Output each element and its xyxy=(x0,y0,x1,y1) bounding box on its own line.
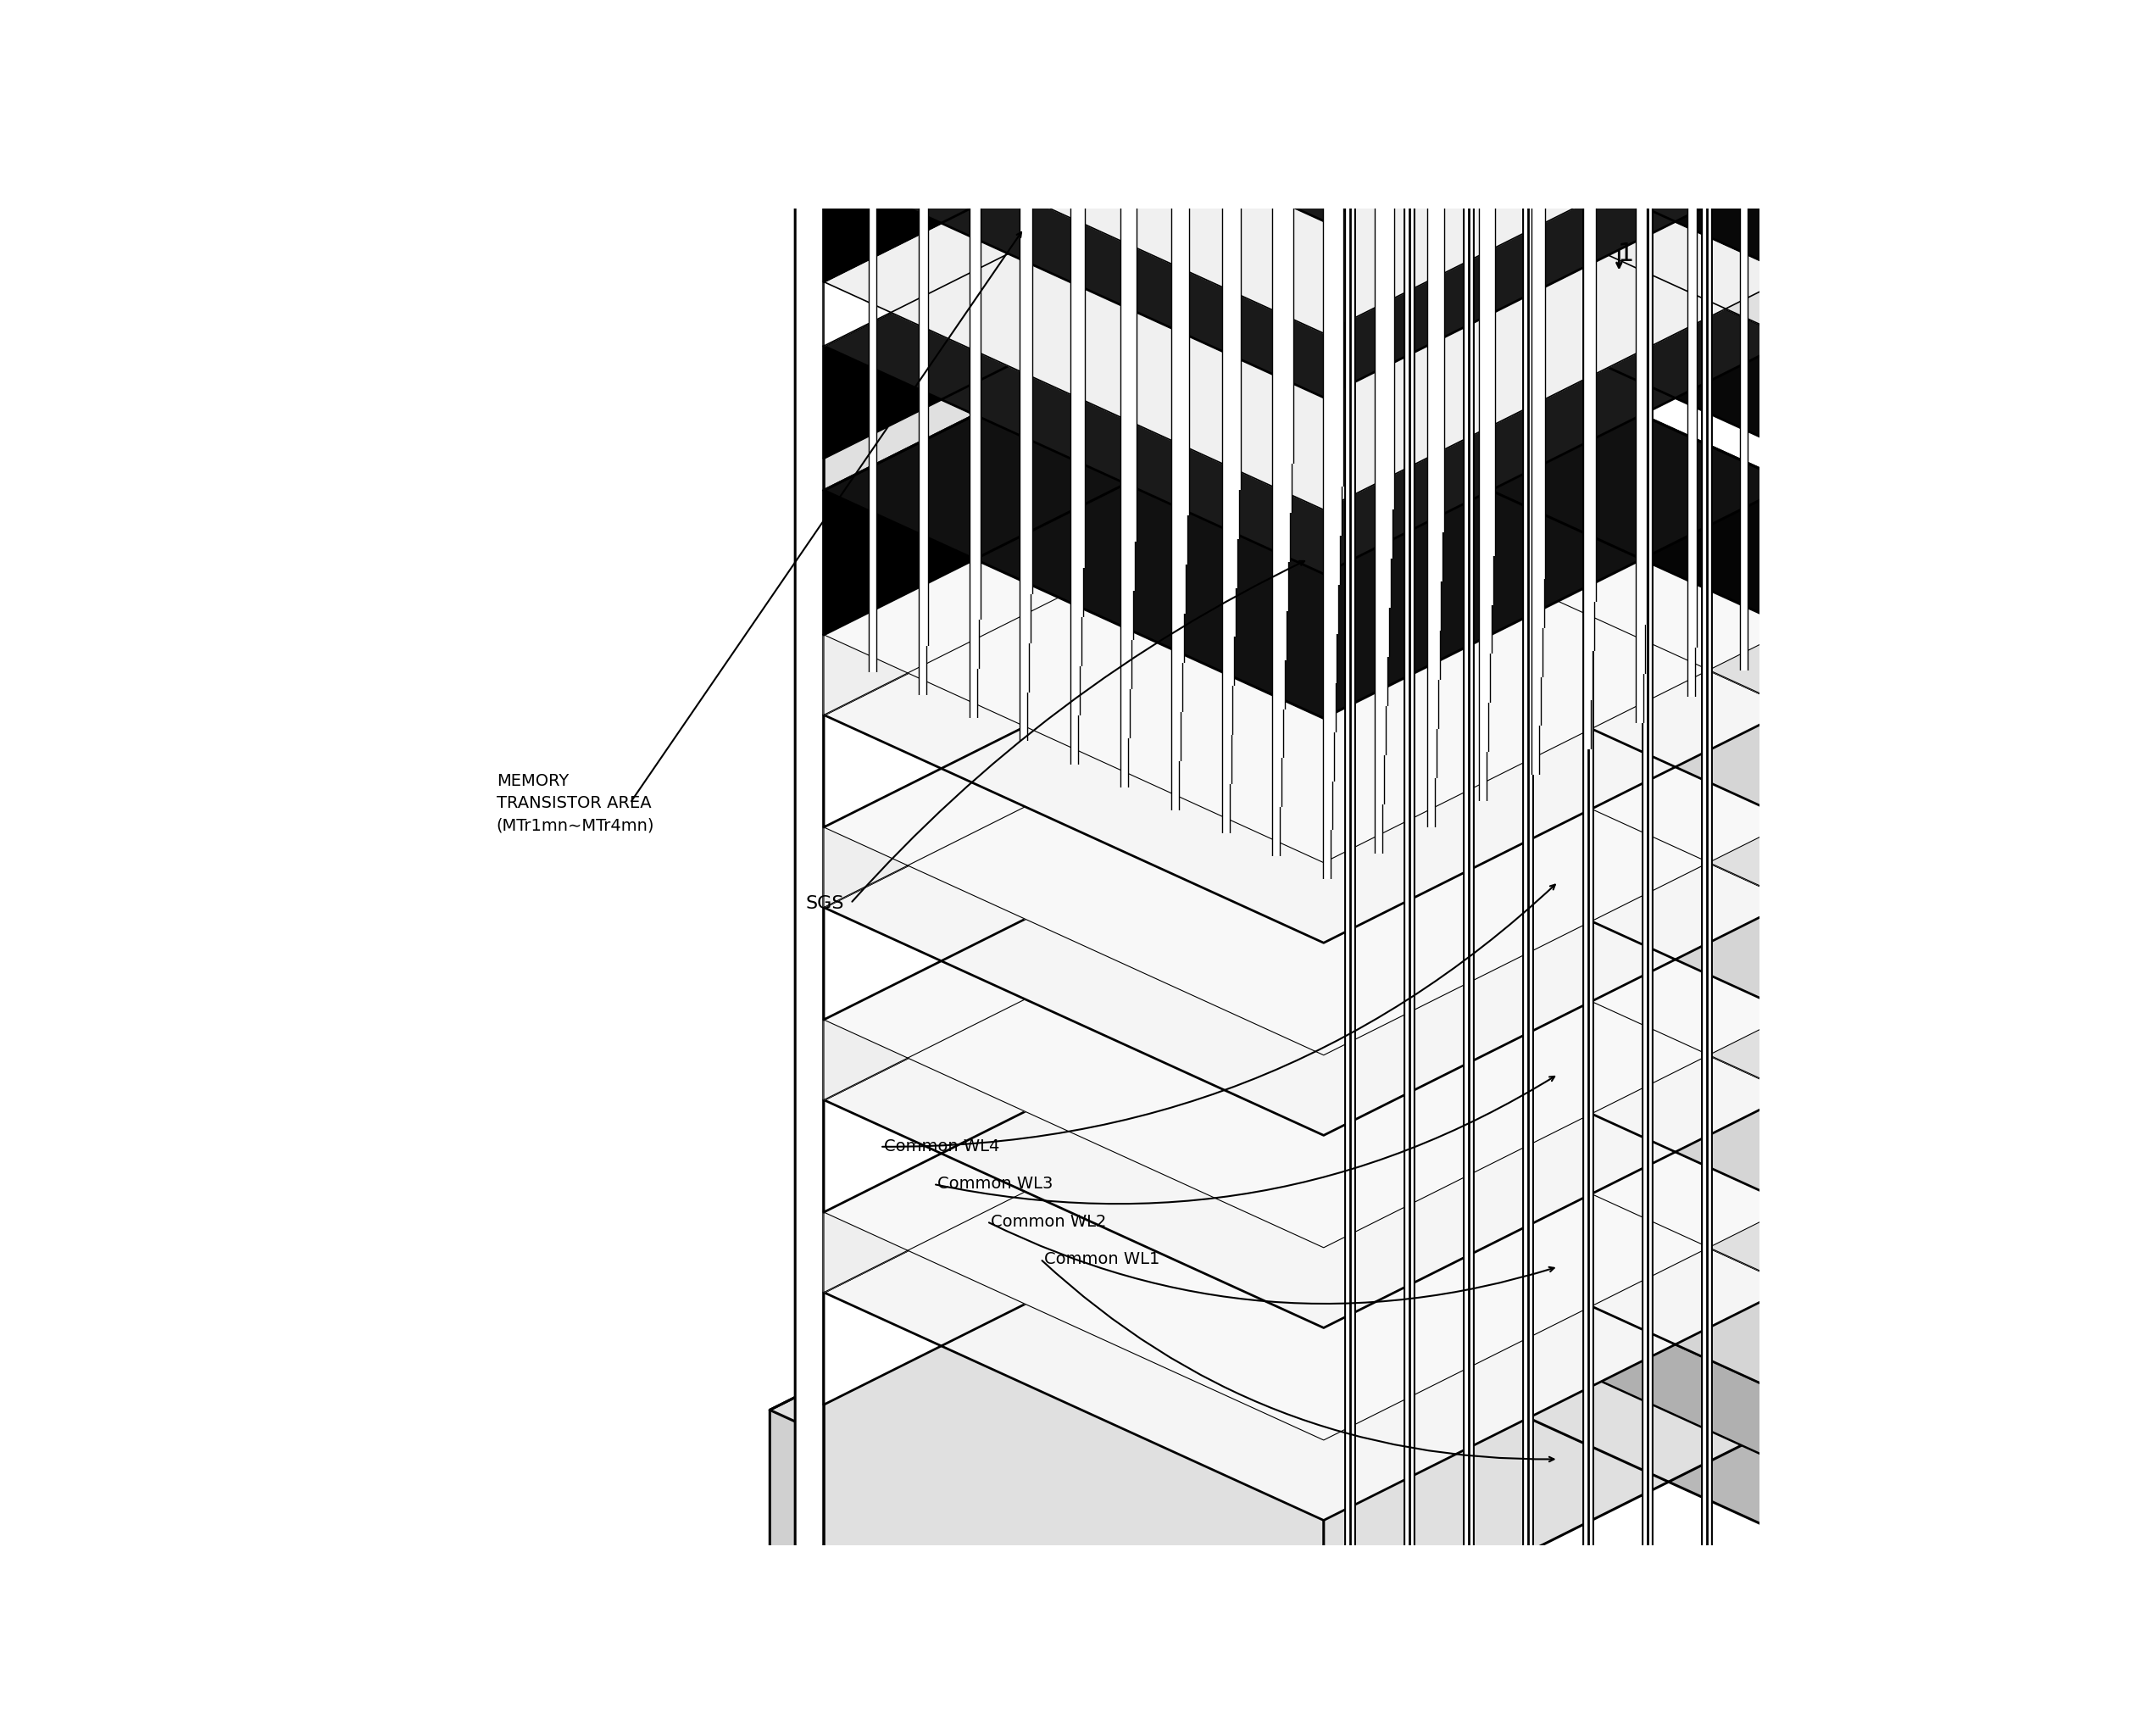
Polygon shape xyxy=(1292,481,1793,821)
Polygon shape xyxy=(771,1149,1290,1571)
Polygon shape xyxy=(824,0,1292,106)
Polygon shape xyxy=(824,47,1292,345)
Polygon shape xyxy=(824,865,1793,1328)
Polygon shape xyxy=(824,0,1793,398)
Polygon shape xyxy=(824,0,1793,156)
Polygon shape xyxy=(1292,0,1793,99)
Polygon shape xyxy=(824,592,1793,1055)
Polygon shape xyxy=(824,0,1292,170)
Polygon shape xyxy=(824,1057,1793,1521)
Polygon shape xyxy=(824,674,1793,1135)
Polygon shape xyxy=(824,399,1292,715)
Polygon shape xyxy=(1280,1116,1942,1424)
Text: Common WL3: Common WL3 xyxy=(937,1175,1054,1193)
Polygon shape xyxy=(824,977,1793,1441)
Polygon shape xyxy=(1292,111,1793,451)
Text: Common WL2: Common WL2 xyxy=(990,1213,1107,1229)
Polygon shape xyxy=(824,0,1324,1736)
Polygon shape xyxy=(1292,674,1793,1014)
Polygon shape xyxy=(1292,977,1793,1286)
Text: 1: 1 xyxy=(1618,241,1633,266)
Polygon shape xyxy=(766,1550,828,1646)
Polygon shape xyxy=(824,0,1793,45)
Text: MEMORY
TRANSISTOR AREA
(MTr1mn∼MTr4mn): MEMORY TRANSISTOR AREA (MTr1mn∼MTr4mn) xyxy=(496,773,654,833)
Polygon shape xyxy=(828,1550,884,1639)
Polygon shape xyxy=(1292,1057,1793,1397)
Polygon shape xyxy=(824,785,1793,1248)
Polygon shape xyxy=(824,255,1292,635)
Polygon shape xyxy=(1292,255,1793,628)
Polygon shape xyxy=(1292,865,1793,1205)
Polygon shape xyxy=(824,977,1292,1292)
Polygon shape xyxy=(824,255,1793,719)
Polygon shape xyxy=(794,0,824,1580)
Polygon shape xyxy=(824,0,1793,220)
Polygon shape xyxy=(824,865,1292,1212)
Text: Common WL1: Common WL1 xyxy=(1045,1252,1160,1267)
Polygon shape xyxy=(824,1057,1292,1404)
Polygon shape xyxy=(1292,592,1793,901)
Polygon shape xyxy=(824,0,1292,281)
Polygon shape xyxy=(824,111,1292,458)
Polygon shape xyxy=(1290,1149,1837,1559)
Text: SGS: SGS xyxy=(805,896,843,911)
Polygon shape xyxy=(1292,0,1793,276)
Polygon shape xyxy=(771,1149,1837,1658)
Polygon shape xyxy=(824,481,1793,943)
Polygon shape xyxy=(1373,1116,1942,1536)
Polygon shape xyxy=(824,111,1793,575)
Polygon shape xyxy=(824,481,1292,828)
Polygon shape xyxy=(824,399,1793,863)
Polygon shape xyxy=(824,592,1292,908)
Polygon shape xyxy=(1292,399,1793,708)
Polygon shape xyxy=(1292,785,1793,1094)
Polygon shape xyxy=(824,47,1793,510)
Polygon shape xyxy=(1292,0,1793,163)
Polygon shape xyxy=(824,674,1292,1019)
Polygon shape xyxy=(824,785,1292,1101)
Polygon shape xyxy=(824,0,1793,333)
Polygon shape xyxy=(1292,47,1793,339)
Text: Common WL4: Common WL4 xyxy=(884,1139,999,1154)
Polygon shape xyxy=(766,1550,884,1606)
Polygon shape xyxy=(1280,1116,1373,1325)
